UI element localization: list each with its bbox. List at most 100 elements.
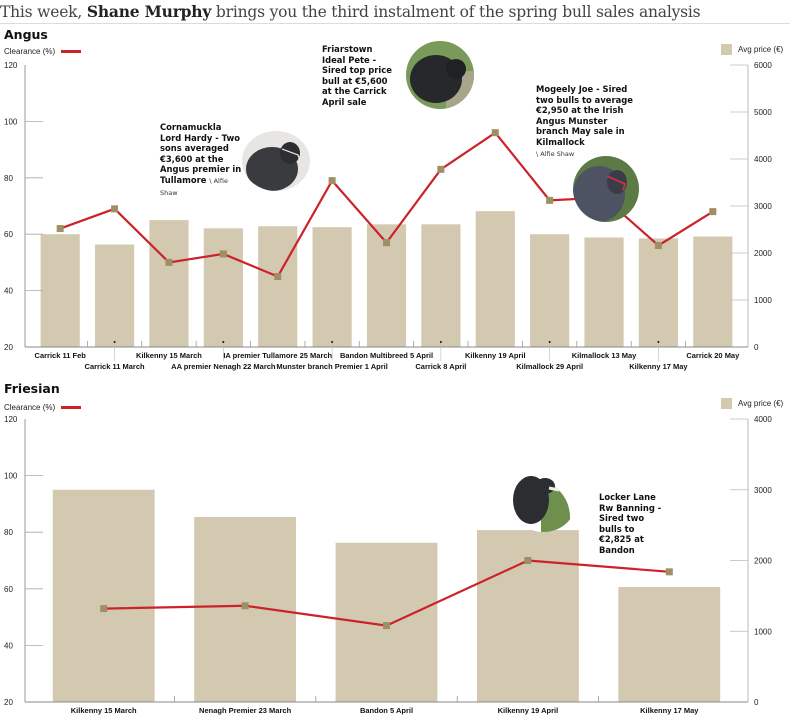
price-bar [312,227,352,347]
category-label: Carrick 20 May [686,351,740,360]
left-tick-label: 100 [4,472,18,481]
category-label: Kilmallock 13 May [572,351,637,360]
label-leader-dot [439,341,442,343]
legend-clearance-label: Clearance (%) [4,47,56,56]
angus-chart: 20 40 60 80 100 120 0 1000 2000 3000 4000 5000 6000 C… [4,61,772,371]
clearance-marker [546,196,554,204]
clearance-marker [665,568,673,576]
right-tick-label: 4000 [754,155,772,164]
clearance-marker [56,225,64,233]
legend-line-swatch [61,50,82,53]
left-tick-label: 120 [4,415,18,424]
price-bar [475,211,515,347]
price-bar [258,226,298,347]
right-tick-label: 3000 [754,486,772,495]
clearance-marker [654,241,662,249]
price-bar [618,587,721,702]
category-label: Munster branch Premier 1 April [276,362,387,371]
black-bull-photo [242,131,310,191]
price-bar [40,234,80,347]
clearance-marker [165,258,173,266]
angus-title: Angus [4,27,48,42]
left-tick-label: 40 [4,287,13,296]
black-bull-halter-photo [573,156,639,222]
price-bar [530,234,570,347]
headline-divider [0,23,790,24]
photo-credit: \ Alfie Shaw [160,176,228,197]
clearance-marker [383,622,390,630]
category-label: Carrick 11 March [85,362,145,371]
annotation-friarstown: Friarstown Ideal Pete - Sired top price … [322,44,392,108]
left-tick-label: 80 [4,174,13,183]
annotation-locker-lane: Locker Lane Rw Banning - Sired two bulls… [599,492,669,556]
clearance-marker [328,177,336,185]
legend-line-swatch [61,406,82,409]
legend-price-label: Avg price (€) [738,45,784,54]
right-tick-label: 2000 [754,557,772,566]
headline-suffix: brings you the third instalment of the s… [211,3,701,21]
legend-price-label: Avg price (€) [738,399,784,408]
left-tick-label: 60 [4,585,13,594]
clearance-marker [111,205,119,213]
category-label: Carrick 11 Feb [35,351,87,360]
annotation-text: Friarstown Ideal Pete - Sired top price … [322,44,392,107]
left-tick-label: 100 [4,117,18,126]
price-bar [52,489,155,702]
category-label: Bandon Multibreed 5 April [340,351,433,360]
clearance-marker [491,129,499,137]
price-bar [149,220,189,347]
clearance-marker [524,557,532,564]
friesian-price-legend: Avg price (€) [721,398,783,409]
right-tick-label: 0 [754,343,759,352]
category-label: Nenagh Premier 23 March [199,706,292,715]
left-tick-label: 40 [4,641,13,650]
price-bar [584,237,624,347]
clearance-marker [383,239,390,247]
clearance-marker [100,605,108,613]
clearance-marker [241,602,249,610]
label-leader-dot [113,341,116,343]
right-tick-label: 0 [754,698,759,707]
legend-bar-swatch [721,398,732,409]
category-label: Kilkenny 19 April [465,351,526,360]
price-bar [421,224,461,347]
label-leader-dot [657,341,660,343]
annotation-text: Cornamuckla Lord Hardy - Two sons averag… [160,122,242,185]
price-bar [203,228,243,347]
label-leader-dot [222,341,225,343]
clearance-marker [709,208,717,216]
right-tick-label: 2000 [754,249,772,258]
category-label: Kilkenny 17 May [640,706,699,715]
angus-price-legend: Avg price (€) [721,44,783,55]
left-tick-label: 20 [4,343,13,352]
friesian-bull-photo [511,472,576,532]
price-bar [476,530,579,702]
annotation-cornamuckla: Cornamuckla Lord Hardy - Two sons averag… [160,122,242,198]
label-leader-dot [331,341,334,343]
left-tick-label: 20 [4,698,13,707]
friesian-title: Friesian [4,381,60,396]
label-leader-dot [548,341,551,343]
right-tick-label: 5000 [754,108,772,117]
right-tick-label: 1000 [754,296,772,305]
angus-clearance-legend: Clearance (%) [4,47,82,56]
category-label: Bandon 5 April [360,706,413,715]
category-label: Kilmallock 29 April [516,362,583,371]
price-bar [638,238,679,347]
annotation-mogeely: Mogeely Joe - Sired two bulls to average… [536,84,636,159]
price-bar [94,244,135,347]
price-bar [693,236,733,347]
clearance-marker [219,250,227,258]
category-label: Kilkenny 17 May [629,362,688,371]
category-label: Kilkenny 19 April [498,706,559,715]
headline: This week, Shane Murphy brings you the t… [0,2,701,21]
right-tick-label: 1000 [754,627,772,636]
annotation-text: Mogeely Joe - Sired two bulls to average… [536,84,633,147]
headline-author: Shane Murphy [86,2,212,21]
clearance-marker [437,165,445,173]
left-tick-label: 80 [4,528,13,537]
category-label: IA premier Tullamore 25 March [223,351,332,360]
category-label: Kilkenny 15 March [71,706,137,715]
friesian-clearance-legend: Clearance (%) [4,403,82,412]
category-label: AA premier Nenagh 22 March [171,362,276,371]
